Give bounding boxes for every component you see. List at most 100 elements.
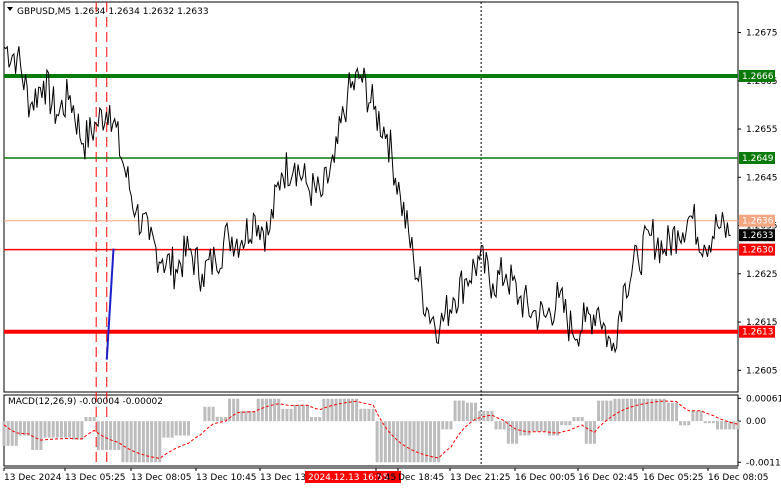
macd-bar <box>412 421 416 463</box>
macd-bar <box>18 421 22 436</box>
time-axis-label-highlight: 2024.12.13 16:55 <box>308 473 388 483</box>
macd-bar <box>76 421 80 440</box>
time-axis-label: 7:45 <box>376 473 396 483</box>
price-axis-label: 1.2645 <box>746 173 778 183</box>
macd-bar <box>576 417 580 422</box>
price-series-line[interactable] <box>3 45 731 354</box>
macd-bar <box>346 398 350 422</box>
macd-bar <box>109 421 113 450</box>
macd-bar <box>568 421 572 426</box>
time-axis-label: 16 Dec 05:25 <box>643 473 704 483</box>
macd-bar <box>625 398 629 422</box>
macd-bar <box>420 421 424 463</box>
macd-bar <box>338 398 342 422</box>
macd-bar <box>674 402 678 422</box>
macd-bar <box>244 410 248 422</box>
macd-bar <box>605 400 609 422</box>
macd-bar <box>560 421 564 426</box>
macd-bar <box>281 408 285 422</box>
macd-bar <box>72 421 76 440</box>
macd-bar <box>84 417 88 422</box>
level-tag-label: 1.2613 <box>742 328 774 338</box>
macd-bar <box>445 421 449 430</box>
macd-bar <box>666 402 670 422</box>
level-tag-label: 1.2636 <box>742 217 774 227</box>
macd-bar <box>88 417 92 422</box>
macd-bar <box>310 417 314 422</box>
macd-bar <box>728 421 732 430</box>
macd-bar <box>396 421 400 463</box>
macd-bar <box>617 398 621 422</box>
macd-bar <box>170 421 174 438</box>
macd-bar <box>215 417 219 422</box>
macd-bar <box>408 421 412 463</box>
macd-bar <box>363 408 367 422</box>
macd-bar <box>59 421 63 438</box>
macd-bar <box>588 421 592 444</box>
macd-bar <box>531 421 535 432</box>
time-axis-label: 13 Dec 05:25 <box>65 473 126 483</box>
macd-bar <box>322 398 326 422</box>
macd-title: MACD(12,26,9) -0.00004 -0.00002 <box>8 397 163 407</box>
chart-header: GBPUSD,M5 1.2634 1.2634 1.2632 1.2633 <box>17 7 209 17</box>
bid-price-tag <box>739 229 775 242</box>
macd-bar <box>51 421 55 438</box>
macd-bar <box>572 417 576 422</box>
macd-bar <box>404 421 408 463</box>
macd-bar <box>642 398 646 422</box>
macd-bar <box>662 398 666 422</box>
macd-bar <box>10 421 14 446</box>
macd-bar <box>482 410 486 422</box>
macd-bar <box>129 421 133 463</box>
time-axis-label: 16 Dec 02:45 <box>578 473 639 483</box>
time-axis-label: Dec 18:45 <box>398 473 444 483</box>
macd-bar <box>330 398 334 422</box>
macd-bar <box>240 410 244 422</box>
macd-bar <box>232 398 236 422</box>
macd-bar <box>219 417 223 422</box>
macd-bar <box>141 421 145 463</box>
macd-bar <box>211 406 215 422</box>
level-tag-resistance <box>739 69 775 82</box>
macd-bar <box>715 421 719 430</box>
macd-bar <box>273 398 277 422</box>
macd-bar <box>383 421 387 463</box>
macd-bar <box>433 421 437 463</box>
macd-bar <box>551 421 555 436</box>
macd-bar <box>441 421 445 430</box>
chevron-down-icon[interactable] <box>7 7 13 11</box>
price-axis-label: 1.2605 <box>746 366 778 376</box>
macd-bar <box>182 421 186 436</box>
macd-bar <box>289 408 293 422</box>
level-tag-label: 1.2630 <box>742 246 774 256</box>
price-axis-label: 1.2655 <box>746 125 778 135</box>
macd-bar <box>556 421 560 436</box>
macd-bar <box>158 421 162 463</box>
macd-bar <box>301 404 305 422</box>
macd-bar <box>269 398 273 422</box>
price-axis-label: 1.2675 <box>746 29 778 39</box>
macd-bar <box>633 398 637 422</box>
macd-bar <box>646 398 650 422</box>
macd-bar <box>248 410 252 422</box>
macd-bar <box>228 398 232 422</box>
macd-bar <box>264 398 268 422</box>
macd-bar <box>207 406 211 422</box>
macd-bar <box>39 421 43 450</box>
macd-bar <box>162 421 166 438</box>
macd-bar <box>178 421 182 436</box>
macd-bar <box>92 417 96 422</box>
macd-bar <box>2 421 6 446</box>
level-tag-support <box>739 325 775 338</box>
macd-bar <box>654 398 658 422</box>
macd-bar <box>187 421 191 436</box>
macd-bar <box>379 421 383 463</box>
macd-bar <box>506 421 510 444</box>
macd-bar <box>137 421 141 463</box>
macd-bar <box>650 398 654 422</box>
macd-bar <box>305 404 309 422</box>
time-highlight-box <box>305 471 401 483</box>
macd-bar <box>166 421 170 438</box>
macd-bar <box>490 410 494 422</box>
